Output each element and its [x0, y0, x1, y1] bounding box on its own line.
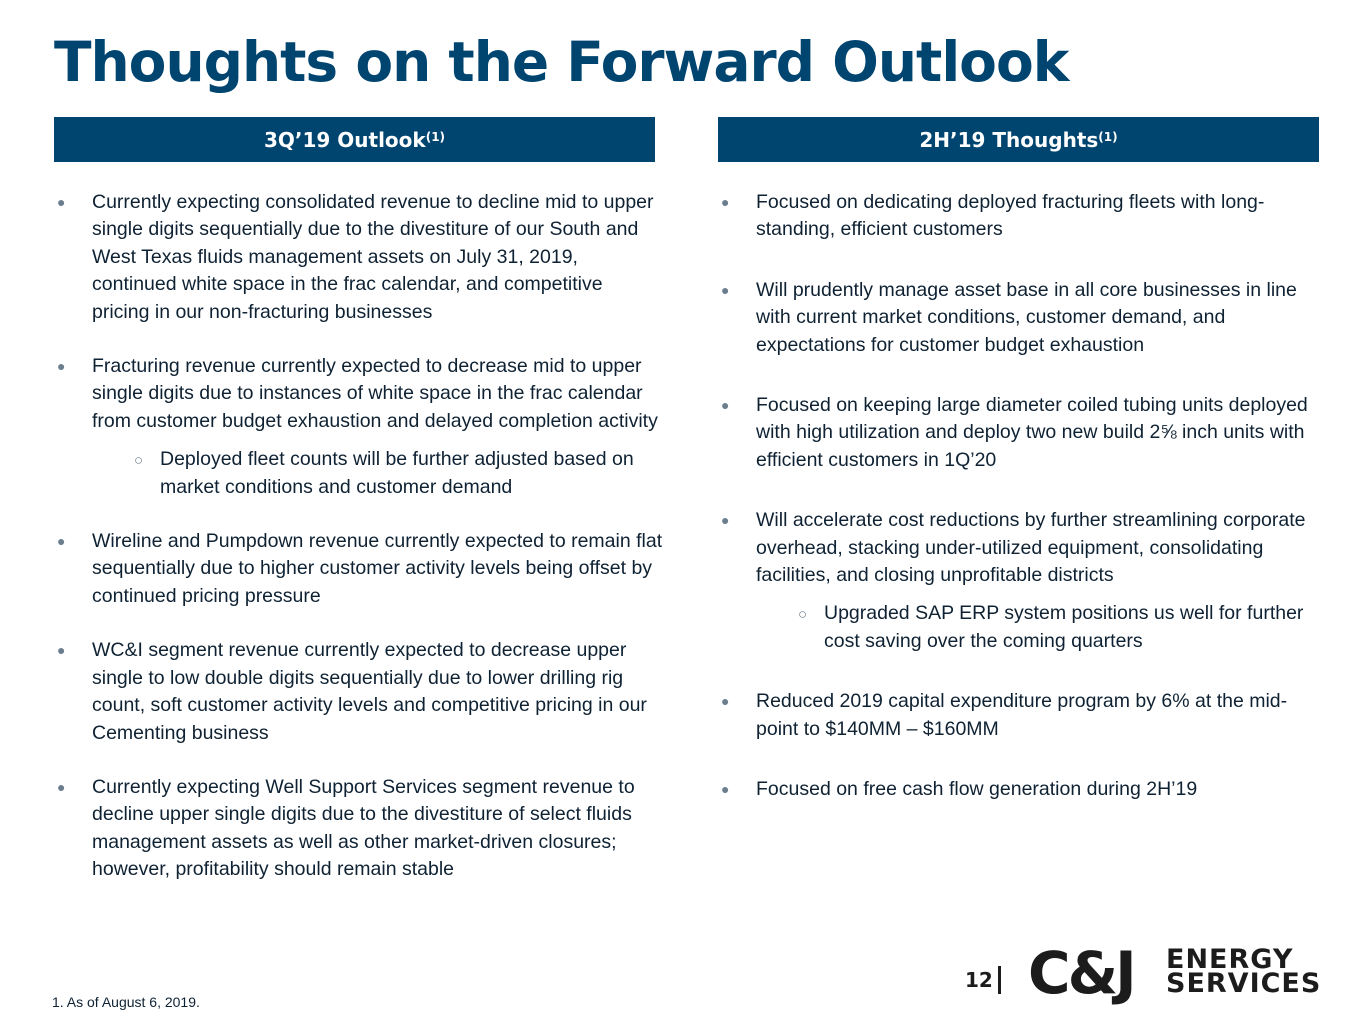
logo-line-1: ENERGY — [1166, 944, 1294, 975]
bullet-text: Will prudently manage asset base in all … — [756, 278, 1297, 356]
logo-line-2: SERVICES — [1166, 968, 1322, 999]
right-bullet-5: ● Reduced 2019 capital expenditure progr… — [718, 688, 1318, 743]
company-logo-wordmark: ENERGY SERVICES — [1166, 944, 1322, 999]
bullet-icon: ● — [57, 533, 66, 550]
sub-bullet-icon: ○ — [134, 452, 144, 470]
left-bullet-4: ● WC&I segment revenue currently expecte… — [54, 637, 664, 747]
bullet-text: WC&I segment revenue currently expected … — [92, 639, 647, 744]
left-bullet-5: ● Currently expecting Well Support Servi… — [54, 774, 664, 884]
bullet-text: Focused on free cash flow generation dur… — [756, 778, 1198, 801]
left-sub-bullet-1: ○ Deployed fleet counts will be further … — [54, 446, 664, 501]
right-bullet-6: ● Focused on free cash flow generation d… — [718, 776, 1318, 803]
bullet-icon: ● — [721, 281, 730, 298]
bullet-text: Focused on dedicating deployed fracturin… — [756, 191, 1265, 241]
bullet-icon: ● — [57, 778, 66, 795]
bullet-text: Reduced 2019 capital expenditure program… — [756, 690, 1288, 740]
sub-bullet-text: Deployed fleet counts will be further ad… — [160, 448, 634, 498]
bullet-icon: ● — [721, 397, 730, 414]
right-bullet-1: ● Focused on dedicating deployed fractur… — [718, 189, 1318, 244]
right-header-footnote-ref: (1) — [1098, 129, 1118, 144]
bullet-icon: ● — [57, 358, 66, 375]
bullet-text: Wireline and Pumpdown revenue currently … — [92, 530, 663, 607]
right-header-label: 2H’19 Thoughts — [919, 127, 1099, 152]
bullet-text: Fracturing revenue currently expected to… — [92, 355, 658, 432]
sub-bullet-text: Upgraded SAP ERP system positions us wel… — [824, 602, 1304, 652]
left-bullet-3: ● Wireline and Pumpdown revenue currentl… — [54, 528, 664, 610]
page-title: Thoughts on the Forward Outlook — [54, 30, 1069, 94]
bullet-icon: ● — [721, 693, 730, 710]
bullet-icon: ● — [721, 781, 730, 798]
bullet-text: Currently expecting consolidated revenue… — [92, 191, 654, 323]
left-header-footnote-ref: (1) — [425, 129, 446, 144]
left-column-header: 3Q’19 Outlook (1) — [54, 117, 655, 162]
left-column: ● Currently expecting consolidated reven… — [54, 189, 664, 911]
sub-bullet-icon: ○ — [798, 606, 808, 624]
page-number-divider — [998, 966, 1001, 994]
bullet-icon: ● — [57, 642, 66, 659]
bullet-text: Will accelerate cost reductions by furth… — [756, 509, 1306, 587]
right-sub-bullet-1: ○ Upgraded SAP ERP system positions us w… — [718, 600, 1318, 655]
right-bullet-2: ● Will prudently manage asset base in al… — [718, 277, 1318, 359]
bullet-icon: ● — [57, 194, 66, 210]
footnote: 1. As of August 6, 2019. — [52, 994, 200, 1010]
company-logo-mark: C&J — [1028, 939, 1137, 1007]
bullet-icon: ● — [721, 512, 730, 529]
page-number: 12 — [965, 968, 993, 992]
bullet-text: Currently expecting Well Support Service… — [92, 775, 635, 881]
right-column: ● Focused on dedicating deployed fractur… — [718, 189, 1318, 831]
left-header-label: 3Q’19 Outlook — [263, 127, 426, 152]
right-bullet-4: ● Will accelerate cost reductions by fur… — [718, 507, 1318, 655]
bullet-text: Focused on keeping large diameter coiled… — [756, 394, 1308, 471]
right-column-header: 2H’19 Thoughts (1) — [718, 117, 1319, 162]
right-bullet-3: ● Focused on keeping large diameter coil… — [718, 392, 1318, 474]
bullet-icon: ● — [721, 194, 730, 210]
left-bullet-1: ● Currently expecting consolidated reven… — [54, 189, 664, 326]
left-bullet-2: ● Fracturing revenue currently expected … — [54, 353, 664, 501]
